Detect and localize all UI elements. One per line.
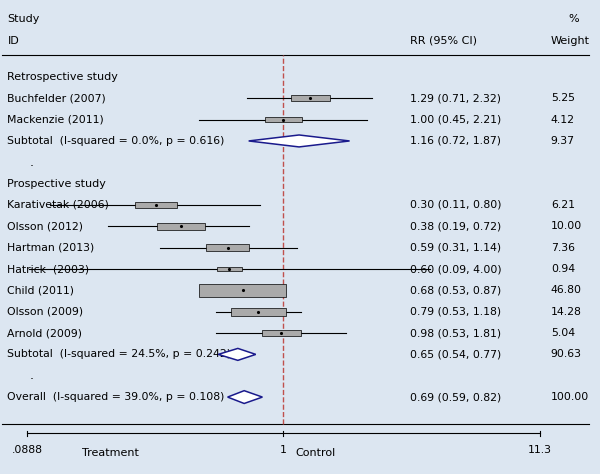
Text: .: . [30,156,34,169]
Text: Weight: Weight [551,36,590,46]
Text: 0.79 (0.53, 1.18): 0.79 (0.53, 1.18) [410,307,501,317]
Text: 0.69 (0.59, 0.82): 0.69 (0.59, 0.82) [410,392,501,402]
Text: 10.00: 10.00 [551,221,582,231]
Text: Olsson (2009): Olsson (2009) [7,307,83,317]
Text: Retrospective study: Retrospective study [7,72,118,82]
Text: .0888: .0888 [12,445,43,455]
Text: 0.94: 0.94 [551,264,575,274]
Text: 5.25: 5.25 [551,93,575,103]
Text: Mackenzie (2011): Mackenzie (2011) [7,115,104,125]
Text: Study: Study [7,14,40,24]
Text: Olsson (2012): Olsson (2012) [7,221,83,231]
Text: Arnold (2009): Arnold (2009) [7,328,82,338]
Text: 1.29 (0.71, 2.32): 1.29 (0.71, 2.32) [410,93,501,103]
Text: 9.37: 9.37 [551,136,575,146]
Text: 11.3: 11.3 [528,445,552,455]
Text: 0.65 (0.54, 0.77): 0.65 (0.54, 0.77) [410,349,501,359]
Polygon shape [248,135,350,147]
Text: Karativetak (2006): Karativetak (2006) [7,200,109,210]
Bar [217,267,242,271]
Bar [291,95,330,101]
Text: ID: ID [7,36,19,46]
Text: 5.04: 5.04 [551,328,575,338]
Bar [262,330,301,336]
Polygon shape [218,348,256,360]
Text: 0.98 (0.53, 1.81): 0.98 (0.53, 1.81) [410,328,501,338]
Text: Subtotal  (I-squared = 24.5%, p = 0.242): Subtotal (I-squared = 24.5%, p = 0.242) [7,349,232,359]
Text: Control: Control [295,447,335,457]
Text: 0.38 (0.19, 0.72): 0.38 (0.19, 0.72) [410,221,501,231]
Text: Prospective study: Prospective study [7,179,106,189]
Text: Child (2011): Child (2011) [7,285,74,295]
Text: 1.16 (0.72, 1.87): 1.16 (0.72, 1.87) [410,136,501,146]
Bar [265,117,302,122]
Text: 1: 1 [280,445,287,455]
Text: 90.63: 90.63 [551,349,582,359]
Text: 14.28: 14.28 [551,307,582,317]
Text: .: . [30,369,34,382]
Text: 4.12: 4.12 [551,115,575,125]
Text: %: % [568,14,579,24]
Text: 0.30 (0.11, 0.80): 0.30 (0.11, 0.80) [410,200,502,210]
Text: Treatment: Treatment [82,447,139,457]
Text: 0.68 (0.53, 0.87): 0.68 (0.53, 0.87) [410,285,501,295]
Bar [231,308,286,316]
Text: RR (95% CI): RR (95% CI) [410,36,477,46]
Text: Hatrick  (2003): Hatrick (2003) [7,264,89,274]
Bar [199,284,286,297]
Bar [136,202,177,208]
Text: Subtotal  (I-squared = 0.0%, p = 0.616): Subtotal (I-squared = 0.0%, p = 0.616) [7,136,225,146]
Text: Overall  (I-squared = 39.0%, p = 0.108): Overall (I-squared = 39.0%, p = 0.108) [7,392,225,402]
Text: 0.59 (0.31, 1.14): 0.59 (0.31, 1.14) [410,243,501,253]
Text: Buchfelder (2007): Buchfelder (2007) [7,93,106,103]
Polygon shape [227,391,262,403]
Bar [157,223,205,230]
Text: 6.21: 6.21 [551,200,575,210]
Text: 46.80: 46.80 [551,285,582,295]
Text: 1.00 (0.45, 2.21): 1.00 (0.45, 2.21) [410,115,501,125]
Text: Hartman (2013): Hartman (2013) [7,243,95,253]
Text: 100.00: 100.00 [551,392,589,402]
Text: 7.36: 7.36 [551,243,575,253]
Bar [206,245,250,251]
Text: 0.60 (0.09, 4.00): 0.60 (0.09, 4.00) [410,264,502,274]
